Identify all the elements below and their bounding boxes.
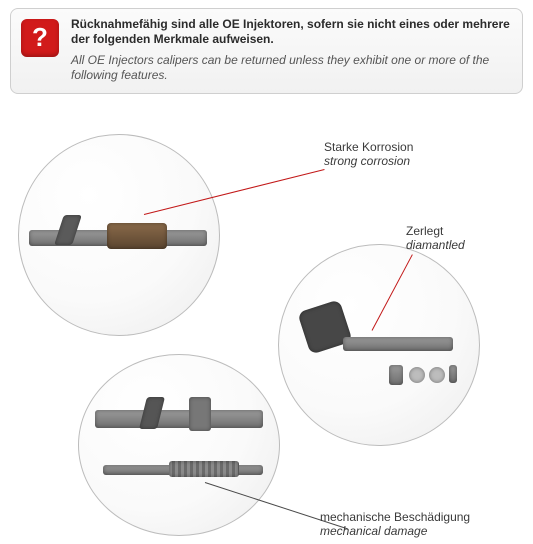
caption-corrosion-en: strong corrosion xyxy=(324,154,413,168)
caption-damage-de: mechanische Beschädigung xyxy=(320,510,470,524)
infobox-text-en: All OE Injectors calipers can be returne… xyxy=(71,53,510,83)
caption-dismantled-de: Zerlegt xyxy=(406,224,465,238)
caption-corrosion: Starke Korrosion strong corrosion xyxy=(324,140,413,169)
photo-corrosion xyxy=(18,134,220,336)
caption-dismantled: Zerlegt diamantled xyxy=(406,224,465,253)
infobox-text-de: Rücknahmefähig sind alle OE Injektoren, … xyxy=(71,17,510,47)
caption-dismantled-en: diamantled xyxy=(406,238,465,252)
figure-area: Starke Korrosion strong corrosion Zerleg… xyxy=(0,94,533,534)
caption-corrosion-de: Starke Korrosion xyxy=(324,140,413,154)
photo-dismantled xyxy=(278,244,480,446)
info-box: ? Rücknahmefähig sind alle OE Injektoren… xyxy=(10,8,523,94)
caption-damage: mechanische Beschädigung mechanical dama… xyxy=(320,510,470,539)
question-mark-icon: ? xyxy=(21,19,59,57)
photo-mechanical-damage xyxy=(78,354,280,536)
caption-damage-en: mechanical damage xyxy=(320,524,470,538)
svg-text:?: ? xyxy=(32,22,48,52)
